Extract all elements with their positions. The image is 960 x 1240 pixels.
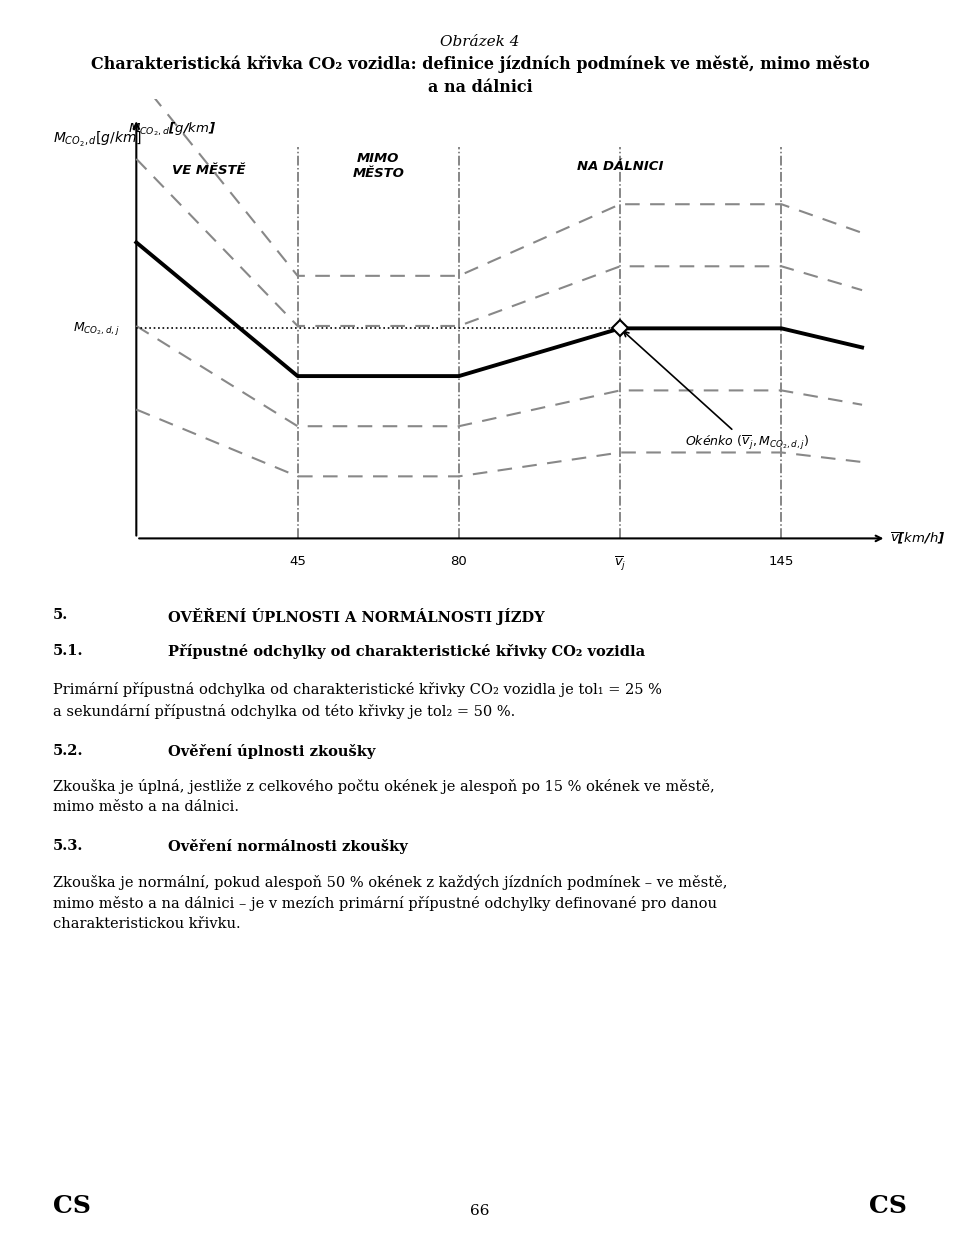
Text: $\overline{v}$[$km$/$h$]: $\overline{v}$[$km$/$h$] <box>890 531 946 546</box>
Text: 5.1.: 5.1. <box>53 644 84 657</box>
Text: $M_{CO_2,d}$[$g$/$km$]: $M_{CO_2,d}$[$g$/$km$] <box>129 120 217 138</box>
Text: 5.3.: 5.3. <box>53 839 84 853</box>
Text: Zkouška je normální, pokud alespoň 50 % okének z každých jízdních podmínek – ve : Zkouška je normální, pokud alespoň 50 % … <box>53 874 728 931</box>
Text: VE MĚSTĚ: VE MĚSTĚ <box>172 165 246 177</box>
Text: Obrázek 4: Obrázek 4 <box>441 35 519 48</box>
Text: Ověření úplnosti zkoušky: Ověření úplnosti zkoušky <box>168 744 375 759</box>
Text: NA DÁLNICI: NA DÁLNICI <box>577 160 663 172</box>
Text: $Okénko$ $(\overline{v}_j, M_{CO_2,d,j})$: $Okénko$ $(\overline{v}_j, M_{CO_2,d,j})… <box>624 331 809 451</box>
Text: $M_{CO_2,d}[g/km]$: $M_{CO_2,d}[g/km]$ <box>53 130 142 149</box>
Text: 80: 80 <box>450 556 468 568</box>
Text: MIMO
MĚSTO: MIMO MĚSTO <box>352 153 404 180</box>
Text: $M_{CO_2,d,j}$: $M_{CO_2,d,j}$ <box>73 320 120 337</box>
Text: Ověření normálnosti zkoušky: Ověření normálnosti zkoušky <box>168 839 408 854</box>
Text: CS: CS <box>870 1194 907 1218</box>
Text: 145: 145 <box>769 556 794 568</box>
Text: 5.2.: 5.2. <box>53 744 84 758</box>
Text: 5.: 5. <box>53 608 68 621</box>
Text: CS: CS <box>53 1194 90 1218</box>
Text: Charakteristická křivka CO₂ vozidla: definice jízdních podmínek ve městě, mimo m: Charakteristická křivka CO₂ vozidla: def… <box>90 56 870 95</box>
Text: 45: 45 <box>289 556 306 568</box>
Text: Zkouška je úplná, jestliže z celkového počtu okének je alespoň po 15 % okének ve: Zkouška je úplná, jestliže z celkového p… <box>53 779 714 813</box>
Text: $\overline{v}_j$: $\overline{v}_j$ <box>613 556 627 573</box>
Text: Přípustné odchylky od charakteristické křivky CO₂ vozidla: Přípustné odchylky od charakteristické k… <box>168 644 645 658</box>
Text: 66: 66 <box>470 1204 490 1218</box>
Text: Primární přípustná odchylka od charakteristické křivky CO₂ vozidla je tol₁ = 25 : Primární přípustná odchylka od charakter… <box>53 682 661 719</box>
Text: OVĚŘENÍ ÚPLNOSTI A NORMÁLNOSTI JÍZDY: OVĚŘENÍ ÚPLNOSTI A NORMÁLNOSTI JÍZDY <box>168 608 544 625</box>
